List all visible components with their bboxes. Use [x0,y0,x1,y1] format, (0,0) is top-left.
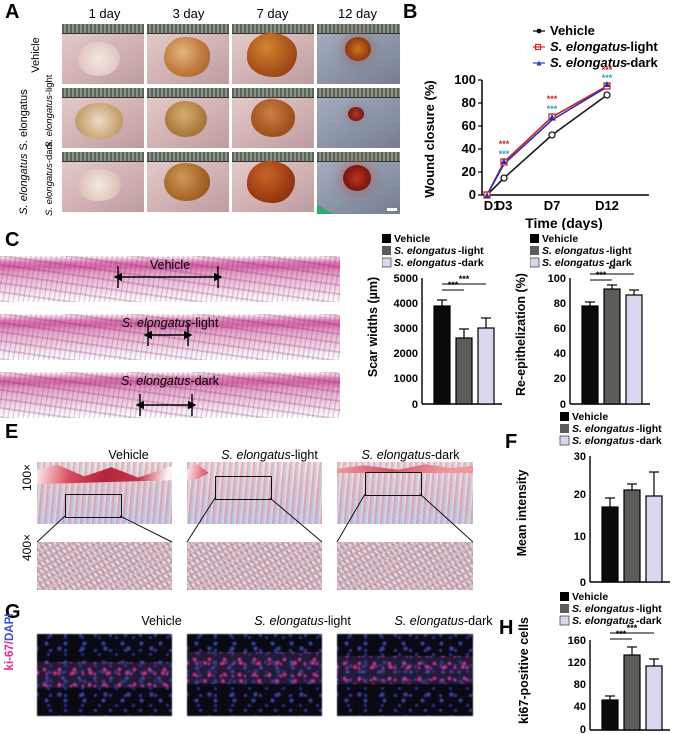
svg-text:120: 120 [568,657,586,669]
svg-text:4000: 4000 [394,298,418,310]
svg-text:D3: D3 [496,198,513,213]
svg-text:S. elongatus: S. elongatus [394,245,457,257]
svg-text:***: *** [602,73,613,83]
svg-text:***: *** [547,94,558,104]
svg-text:-dark: -dark [636,615,662,627]
svg-text:20: 20 [462,164,476,179]
svg-text:**: ** [608,264,616,274]
svg-text:Vehicle: Vehicle [550,23,595,38]
svg-text:Vehicle: Vehicle [394,233,430,245]
svg-text:-light: -light [626,39,658,54]
svg-text:S. elongatus: S. elongatus [550,55,627,70]
svg-text:***: *** [616,629,627,639]
svg-text:40: 40 [554,348,566,360]
svg-text:60: 60 [554,323,566,335]
svg-text:0: 0 [469,187,476,202]
svg-text:80: 80 [462,95,476,110]
svg-text:Vehicle: Vehicle [572,591,608,603]
svg-text:***: *** [459,274,470,284]
svg-text:80: 80 [574,679,586,691]
svg-text:100: 100 [548,273,566,285]
svg-text:***: *** [499,139,510,149]
svg-text:Vehicle: Vehicle [542,233,578,245]
svg-text:Time (days): Time (days) [525,215,603,230]
svg-text:-light: -light [636,603,662,615]
svg-text:S. elongatus: S. elongatus [572,603,635,615]
svg-text:0: 0 [580,577,586,589]
svg-text:-light: -light [606,245,632,257]
svg-text:***: *** [448,280,459,290]
svg-text:S. elongatus: S. elongatus [394,257,457,269]
svg-text:***: *** [499,149,510,159]
svg-text:100: 100 [454,72,476,87]
svg-text:S. elongatus: S. elongatus [572,423,635,435]
svg-text:Vehicle: Vehicle [572,411,608,423]
svg-text:3000: 3000 [394,323,418,335]
svg-text:2000: 2000 [394,348,418,360]
svg-text:S. elongatus: S. elongatus [542,257,605,269]
svg-text:S. elongatus: S. elongatus [550,39,627,54]
svg-text:S. elongatus: S. elongatus [572,615,635,627]
svg-text:-dark: -dark [458,257,484,269]
svg-text:-light: -light [636,423,662,435]
svg-text:***: *** [547,104,558,114]
svg-text:S. elongatus: S. elongatus [542,245,605,257]
svg-text:-dark: -dark [626,55,659,70]
svg-text:80: 80 [554,298,566,310]
svg-text:***: *** [627,623,638,633]
svg-text:-light: -light [458,245,484,257]
svg-text:D12: D12 [595,198,619,213]
svg-text:-dark: -dark [636,435,662,447]
svg-text:0: 0 [580,724,586,734]
svg-text:0: 0 [412,399,418,411]
svg-text:20: 20 [574,489,586,501]
svg-text:160: 160 [568,635,586,647]
svg-text:40: 40 [462,141,476,156]
svg-text:10: 10 [574,531,586,543]
svg-text:1000: 1000 [394,373,418,385]
svg-text:40: 40 [574,701,586,713]
svg-text:60: 60 [462,118,476,133]
svg-text:S. elongatus: S. elongatus [572,435,635,447]
svg-text:5000: 5000 [394,273,418,285]
svg-text:***: *** [596,270,607,280]
svg-text:D7: D7 [544,198,561,213]
svg-text:30: 30 [574,451,586,463]
svg-text:20: 20 [554,373,566,385]
